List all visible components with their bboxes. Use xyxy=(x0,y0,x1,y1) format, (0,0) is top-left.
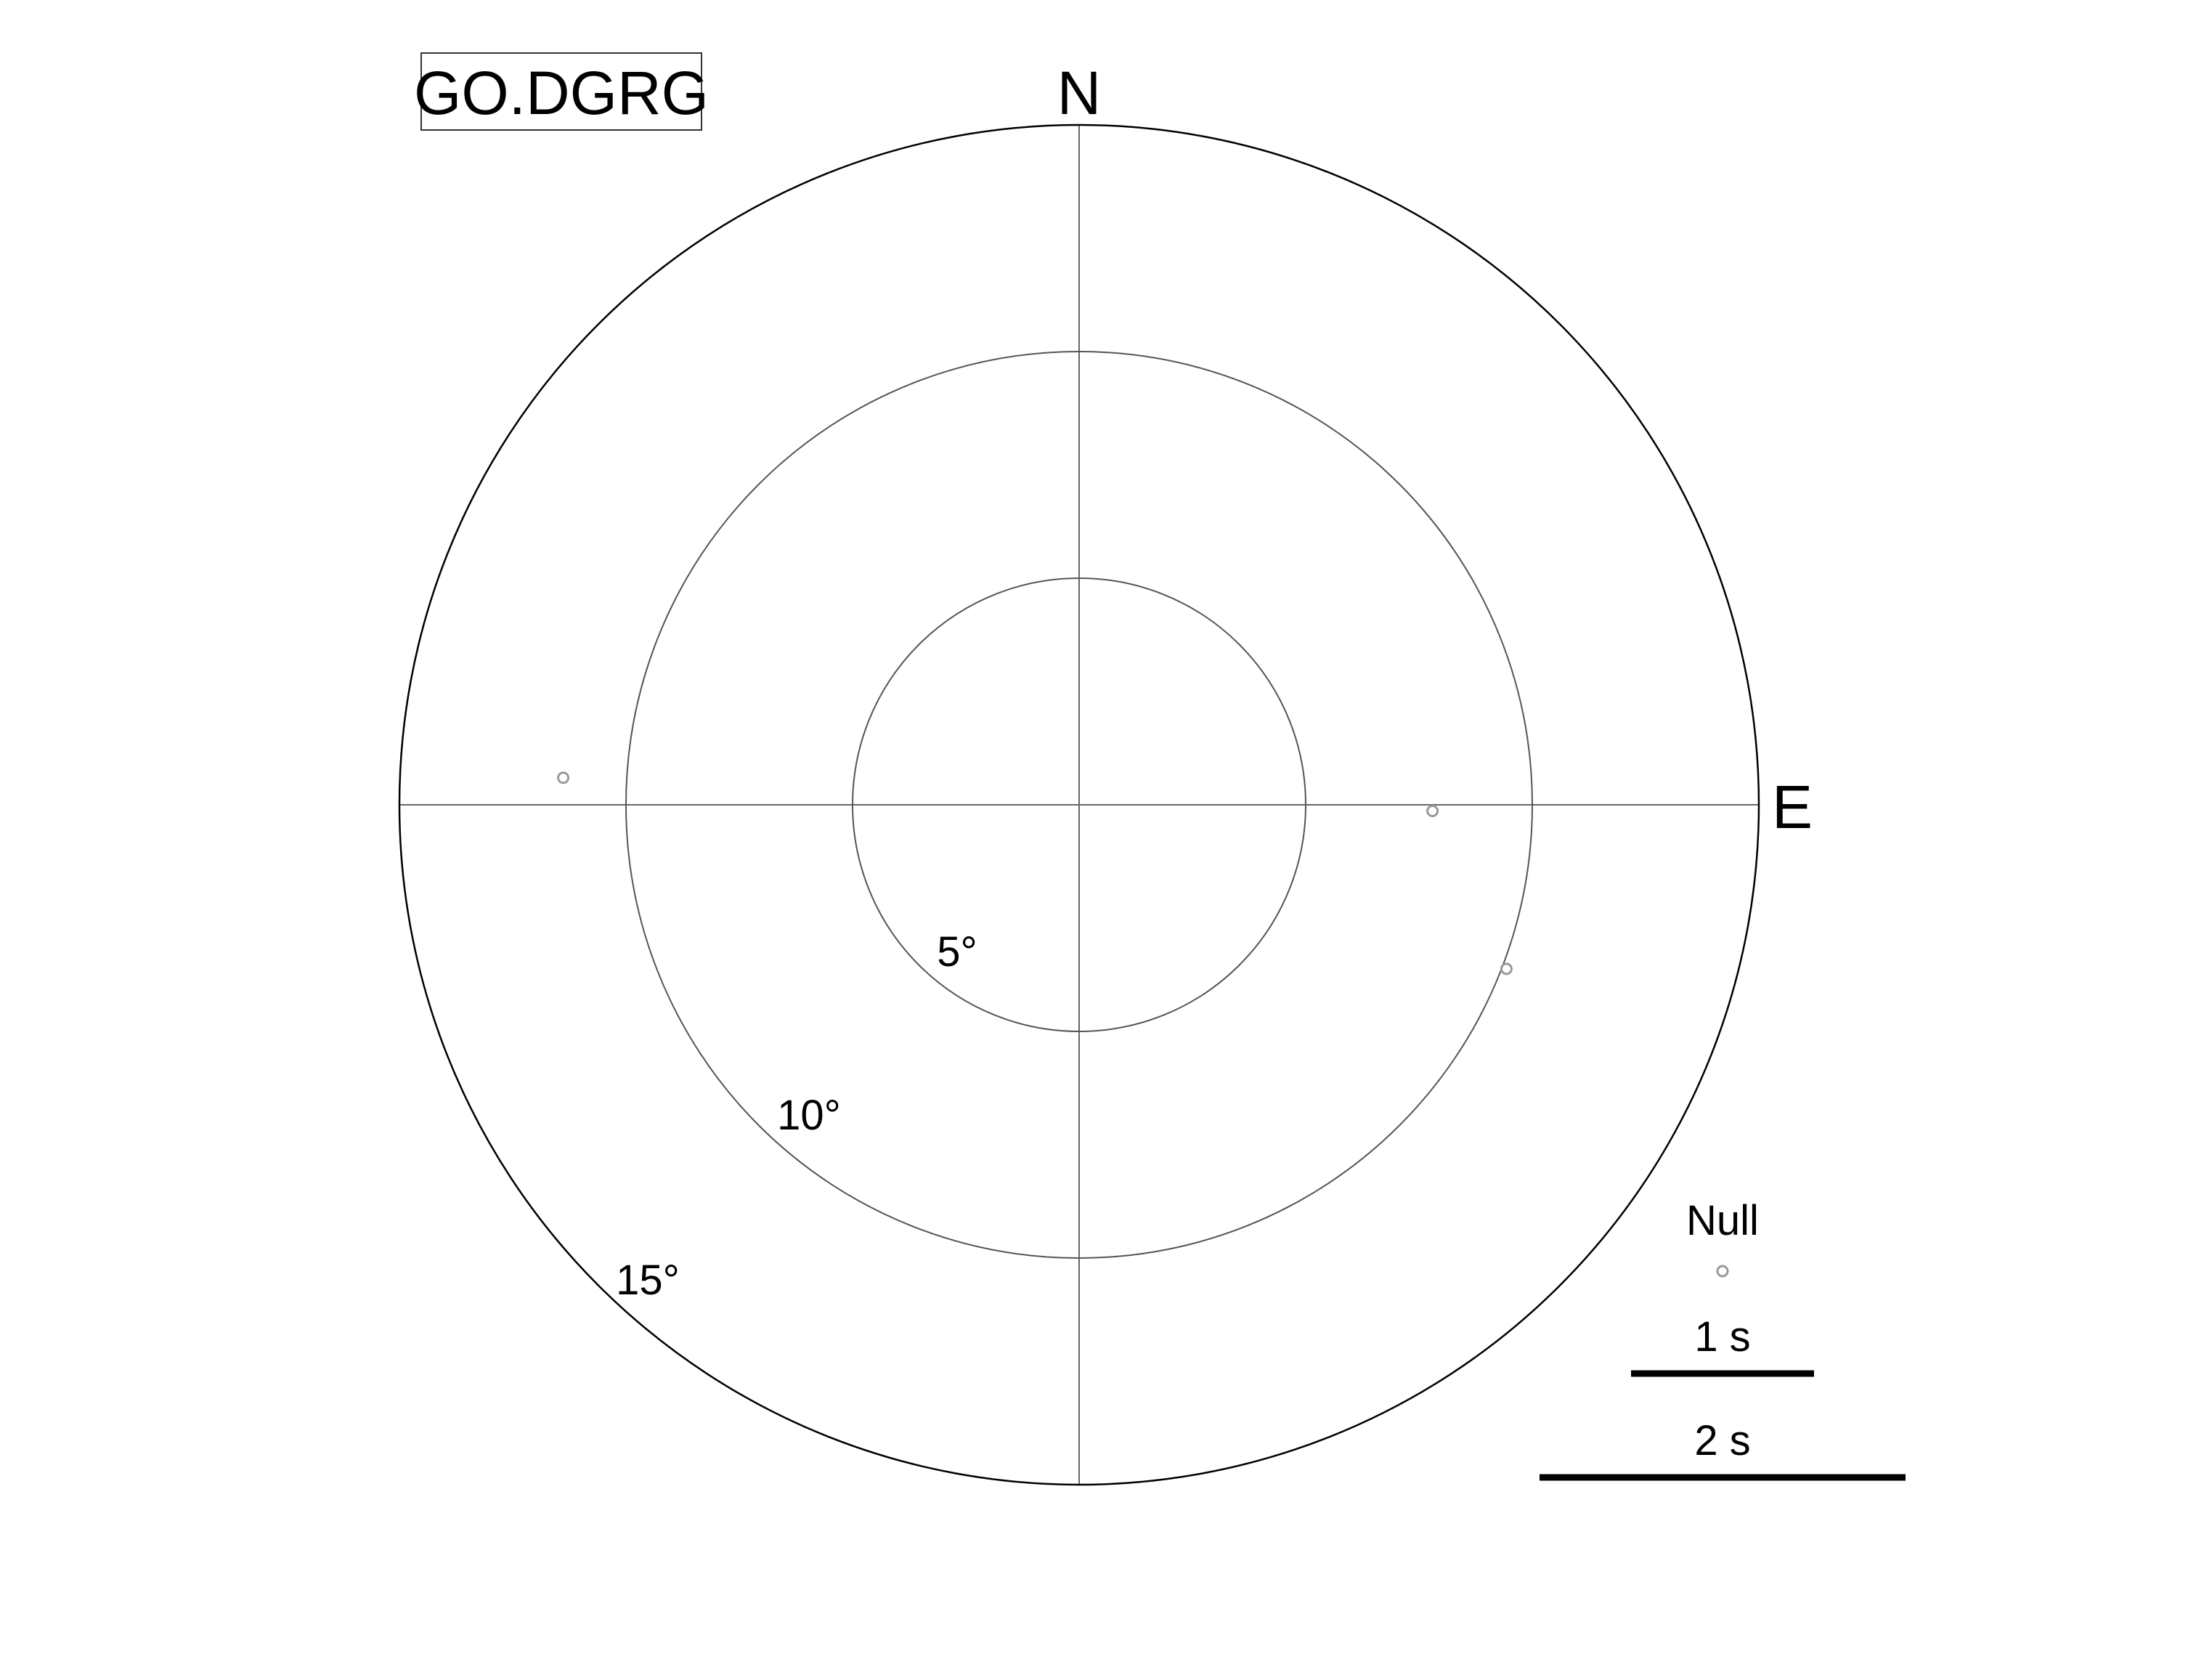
ring-label-5: 5° xyxy=(937,928,977,975)
legend-null-label: Null xyxy=(1686,1197,1759,1244)
legend-scale-1s-label: 1 s xyxy=(1694,1313,1750,1360)
grid-ring-10 xyxy=(625,351,1533,1259)
null-point-3 xyxy=(557,771,570,784)
legend-null-marker xyxy=(1716,1265,1729,1278)
null-points xyxy=(557,771,1513,975)
grid-ring-5 xyxy=(852,577,1306,1032)
grid xyxy=(398,123,1760,1486)
legend-scale-2s-label: 2 s xyxy=(1694,1417,1750,1464)
north-label: N xyxy=(1057,59,1102,127)
ring-label-10: 10° xyxy=(777,1092,841,1139)
station-label-box xyxy=(420,52,702,131)
station-label: GO.DGRG xyxy=(414,59,709,127)
grid-ring-15 xyxy=(398,123,1760,1486)
ring-label-15: 15° xyxy=(616,1257,680,1304)
east-label: E xyxy=(1772,773,1813,841)
null-point-2 xyxy=(1500,962,1513,975)
null-point-1 xyxy=(1426,805,1439,817)
legend: Null 1 s 2 s xyxy=(1540,1197,1906,1481)
